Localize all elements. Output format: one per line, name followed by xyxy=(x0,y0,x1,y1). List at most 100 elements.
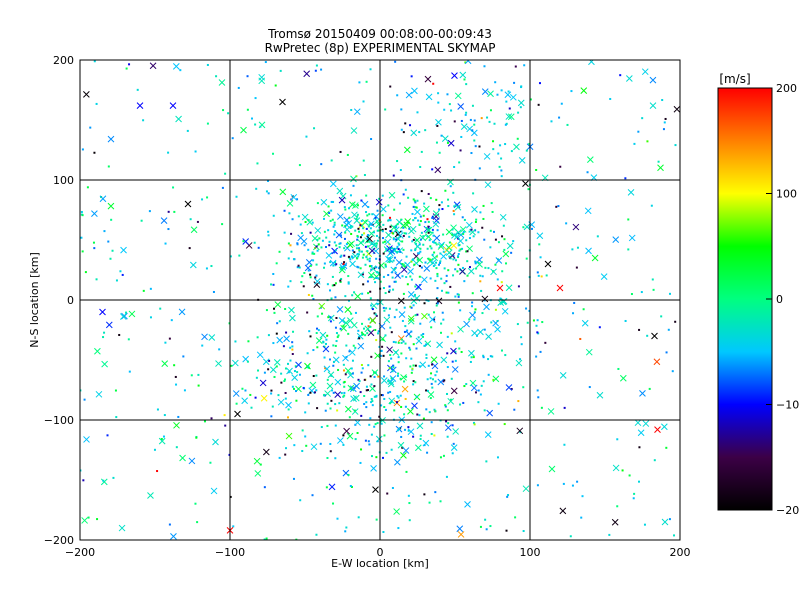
data-point xyxy=(285,401,292,409)
data-point xyxy=(488,120,491,123)
data-point xyxy=(330,297,333,300)
data-point xyxy=(258,73,266,81)
data-point xyxy=(310,443,318,451)
data-point xyxy=(356,234,359,237)
data-point xyxy=(513,81,516,84)
data-point xyxy=(284,378,287,381)
data-point xyxy=(407,268,414,275)
data-point xyxy=(492,319,500,327)
data-point xyxy=(119,313,127,320)
data-point xyxy=(303,244,306,247)
data-point xyxy=(197,384,200,387)
data-point xyxy=(479,274,482,277)
data-point xyxy=(375,395,378,398)
data-point xyxy=(404,405,407,408)
data-point xyxy=(437,263,440,266)
data-point xyxy=(427,192,430,195)
data-point xyxy=(457,531,465,538)
data-point xyxy=(317,329,320,332)
data-point xyxy=(429,245,432,248)
data-point xyxy=(402,234,405,237)
data-point xyxy=(337,334,340,337)
data-point xyxy=(641,68,649,76)
data-point xyxy=(270,392,273,395)
data-point xyxy=(453,165,456,168)
data-point xyxy=(453,120,456,123)
data-point xyxy=(660,315,663,318)
data-point xyxy=(475,218,478,221)
data-point xyxy=(425,93,433,101)
data-point xyxy=(412,219,415,222)
data-point xyxy=(456,270,459,273)
data-point xyxy=(388,261,391,264)
data-point xyxy=(344,373,347,376)
data-point xyxy=(394,272,402,279)
data-point xyxy=(338,242,341,245)
data-point xyxy=(383,405,386,408)
data-point xyxy=(259,125,262,128)
data-point xyxy=(435,243,438,246)
data-point xyxy=(422,214,425,217)
data-point xyxy=(334,261,337,264)
data-point xyxy=(167,210,170,213)
data-point xyxy=(452,191,455,194)
data-point xyxy=(105,321,113,329)
data-point xyxy=(415,242,418,245)
data-point xyxy=(477,231,480,234)
data-point xyxy=(332,225,335,228)
data-point xyxy=(330,209,333,212)
data-point xyxy=(617,367,620,370)
data-point xyxy=(487,267,490,270)
data-point xyxy=(386,492,389,495)
data-point xyxy=(376,209,379,212)
data-point xyxy=(394,60,397,63)
data-point xyxy=(478,167,481,170)
data-point xyxy=(487,90,494,98)
data-point xyxy=(372,486,379,493)
data-point xyxy=(363,378,366,381)
data-point xyxy=(565,222,568,225)
data-point xyxy=(633,492,636,495)
data-point xyxy=(332,364,335,367)
data-point xyxy=(434,491,437,494)
data-point xyxy=(262,358,270,366)
data-point xyxy=(312,298,315,301)
data-point xyxy=(254,396,257,399)
data-point xyxy=(313,277,321,285)
data-point xyxy=(345,219,353,227)
data-point xyxy=(412,380,415,383)
data-point xyxy=(287,242,290,245)
data-point xyxy=(474,308,477,311)
data-point xyxy=(637,480,640,483)
data-point xyxy=(432,241,435,244)
data-point xyxy=(522,386,525,389)
data-point xyxy=(317,243,320,246)
data-point xyxy=(392,174,395,177)
data-point xyxy=(354,293,362,300)
data-point xyxy=(378,197,381,200)
data-point xyxy=(424,221,427,224)
data-point xyxy=(660,423,668,431)
data-point xyxy=(231,137,234,140)
data-point xyxy=(395,351,398,354)
data-point xyxy=(361,292,364,295)
data-point xyxy=(365,211,368,214)
data-point xyxy=(408,502,411,505)
data-point xyxy=(356,431,359,434)
data-point xyxy=(407,494,410,497)
data-point xyxy=(370,304,373,307)
data-point xyxy=(480,117,483,120)
data-point xyxy=(296,371,299,374)
data-point xyxy=(465,383,468,386)
data-point xyxy=(339,280,342,283)
data-point xyxy=(468,266,471,269)
data-point xyxy=(415,395,418,398)
data-point xyxy=(471,104,474,107)
data-point xyxy=(189,261,197,269)
data-point xyxy=(538,243,541,246)
data-point xyxy=(92,241,95,244)
data-point xyxy=(172,186,175,189)
data-point xyxy=(368,239,376,247)
data-point xyxy=(414,293,417,296)
data-point xyxy=(227,112,230,115)
